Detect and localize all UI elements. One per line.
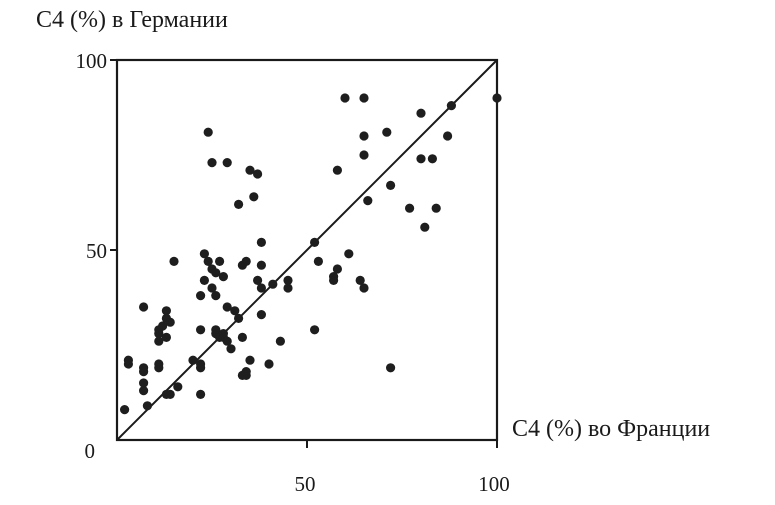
data-point — [123, 355, 133, 365]
data-point — [329, 275, 339, 285]
data-point — [416, 154, 426, 164]
x-axis-title: C4 (%) во Франции — [512, 416, 710, 442]
data-point — [245, 165, 255, 175]
data-point — [363, 196, 373, 206]
data-point — [139, 386, 149, 396]
data-point — [207, 158, 217, 168]
data-point — [241, 367, 251, 377]
data-point — [256, 283, 266, 293]
data-point — [431, 203, 441, 213]
data-point — [169, 256, 179, 266]
data-point — [332, 165, 342, 175]
data-point — [386, 180, 396, 190]
data-point — [222, 302, 232, 312]
data-point — [446, 101, 456, 111]
y-axis-title: C4 (%) в Германии — [36, 7, 228, 33]
data-point — [222, 336, 232, 346]
data-point — [120, 405, 130, 415]
data-point — [275, 336, 285, 346]
data-point — [253, 275, 263, 285]
data-point — [416, 108, 426, 118]
data-point — [359, 131, 369, 141]
data-point — [359, 150, 369, 160]
scatter-points — [120, 93, 502, 415]
data-point — [215, 256, 225, 266]
data-point — [207, 283, 217, 293]
data-point — [139, 378, 149, 388]
data-point — [241, 256, 251, 266]
data-point — [203, 127, 213, 137]
data-point — [492, 93, 502, 103]
data-point — [256, 260, 266, 270]
data-point — [253, 169, 263, 179]
data-point — [420, 222, 430, 232]
data-point — [332, 264, 342, 274]
data-point — [386, 363, 396, 373]
data-point — [196, 363, 206, 373]
data-point — [154, 336, 164, 346]
y-tick-label-50: 50 — [86, 239, 107, 263]
data-point — [344, 249, 354, 259]
data-point — [203, 256, 213, 266]
data-point — [139, 367, 149, 377]
data-point — [268, 279, 278, 289]
data-point — [196, 389, 206, 399]
data-point — [359, 283, 369, 293]
data-point — [427, 154, 437, 164]
data-point — [313, 256, 323, 266]
data-point — [355, 275, 365, 285]
data-point — [245, 355, 255, 365]
data-point — [154, 363, 164, 373]
data-point — [211, 325, 221, 335]
data-point — [249, 192, 259, 202]
data-point — [256, 237, 266, 247]
data-point — [142, 401, 152, 411]
data-point — [230, 306, 240, 316]
data-point — [196, 291, 206, 301]
x-tick-label-100: 100 — [478, 472, 510, 496]
data-point — [310, 237, 320, 247]
diagonal-reference-line — [116, 59, 498, 441]
data-point — [158, 321, 168, 331]
data-point — [256, 310, 266, 320]
data-point — [310, 325, 320, 335]
data-point — [199, 249, 209, 259]
data-point — [161, 306, 171, 316]
data-point — [161, 332, 171, 342]
data-point — [382, 127, 392, 137]
data-point — [234, 199, 244, 209]
data-point — [226, 344, 236, 354]
data-point — [405, 203, 415, 213]
x-tick-label-50: 50 — [295, 472, 316, 496]
data-point — [222, 158, 232, 168]
data-point — [199, 275, 209, 285]
data-point — [234, 313, 244, 323]
data-point — [359, 93, 369, 103]
data-point — [211, 291, 221, 301]
data-point — [237, 332, 247, 342]
data-point — [173, 382, 183, 392]
data-point — [196, 325, 206, 335]
data-point — [443, 131, 453, 141]
data-point — [283, 283, 293, 293]
data-point — [165, 389, 175, 399]
data-point — [264, 359, 274, 369]
data-point — [139, 302, 149, 312]
data-point — [211, 268, 221, 278]
y-tick-label-100: 100 — [76, 49, 108, 73]
data-point — [340, 93, 350, 103]
y-tick-label-0: 0 — [85, 439, 96, 463]
data-point — [218, 272, 228, 282]
data-point — [165, 317, 175, 327]
data-point — [283, 275, 293, 285]
data-point — [188, 355, 198, 365]
